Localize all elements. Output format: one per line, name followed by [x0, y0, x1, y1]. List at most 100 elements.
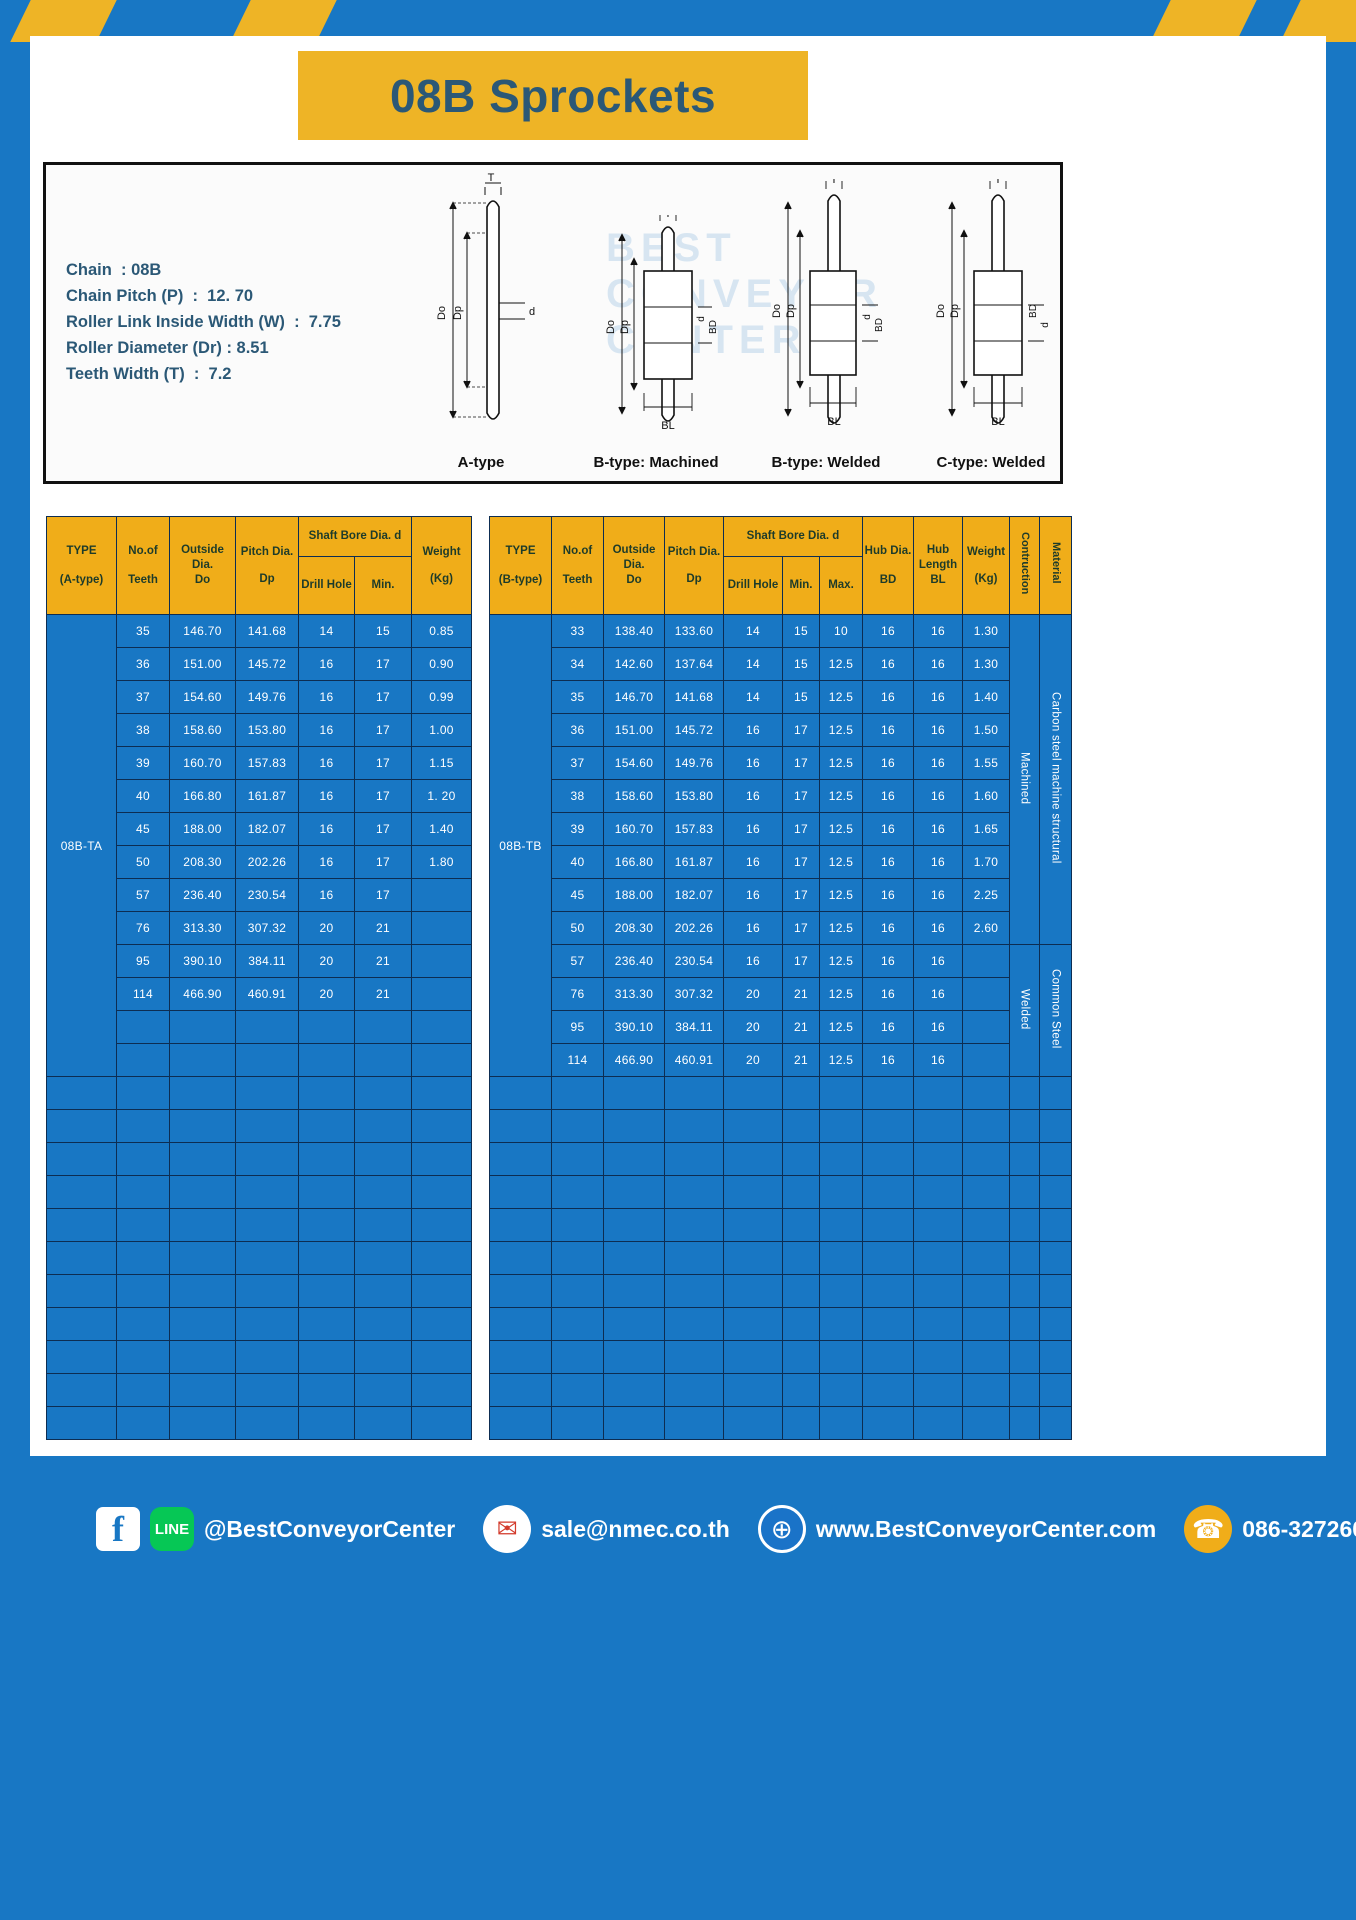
cell-empty: [116, 1406, 170, 1440]
cell-empty: [551, 1274, 604, 1308]
facebook-icon[interactable]: f: [96, 1507, 140, 1551]
cell-drill: 16: [298, 812, 355, 846]
cell-empty: [913, 1142, 963, 1176]
cell-kg: 0.90: [411, 647, 472, 681]
cell-drill: 16: [298, 878, 355, 912]
cell-empty: [1039, 1076, 1072, 1110]
globe-icon[interactable]: ⊕: [757, 1505, 806, 1553]
cell-max: 12.5: [819, 944, 863, 978]
mail-icon[interactable]: ✉: [483, 1505, 532, 1553]
cell-empty: [962, 1373, 1010, 1407]
cell-kg: 1.40: [962, 680, 1010, 714]
cell-empty: [819, 1142, 863, 1176]
cell-do: 313.30: [603, 977, 665, 1011]
cell-empty: [551, 1175, 604, 1209]
cell-empty: [354, 1373, 412, 1407]
table-row-empty: [46, 1175, 472, 1209]
cell-empty: [1039, 1142, 1072, 1176]
th-teeth-b: No.of Teeth: [551, 516, 604, 615]
cell-empty: [862, 1373, 914, 1407]
cell-empty: [782, 1175, 820, 1209]
cell-empty: [411, 1307, 472, 1341]
cell-kg: [411, 1043, 472, 1077]
website-url[interactable]: www.BestConveyorCenter.com: [815, 1515, 1157, 1542]
cell-dp: 307.32: [664, 977, 724, 1011]
cell-dp: 149.76: [664, 746, 724, 780]
page-title: 08B Sprockets: [389, 69, 717, 122]
cell-max: 12.5: [819, 878, 863, 912]
cell-empty: [169, 1175, 236, 1209]
line-icon[interactable]: LINE: [150, 1507, 194, 1551]
top-decorative-band: [0, 0, 1356, 42]
cell-do: 160.70: [603, 812, 665, 846]
cell-max: 12.5: [819, 1010, 863, 1044]
cell-empty: [962, 1208, 1010, 1242]
cell-bl: 16: [913, 911, 963, 945]
cell-dp: 137.64: [664, 647, 724, 681]
cell-empty: [489, 1109, 552, 1143]
table-row: 95 390.10 384.11 20 21 12.5 16 16: [490, 1010, 1072, 1044]
cell-max: 12.5: [819, 911, 863, 945]
cell-do: 154.60: [169, 680, 236, 714]
cell-bl: 16: [913, 614, 963, 648]
cell-drill: [298, 1043, 355, 1077]
cell-drill: 16: [723, 713, 783, 747]
social-handle[interactable]: @BestConveyorCenter: [204, 1515, 456, 1542]
cell-teeth: 38: [551, 779, 604, 813]
cell-drill: 20: [298, 944, 355, 978]
table-row: 38 158.60 153.80 16 17 12.5 16 16 1.60: [490, 779, 1072, 813]
cell-empty: [354, 1076, 412, 1110]
svg-text:T: T: [665, 215, 672, 220]
table-row-empty: [489, 1241, 1072, 1275]
th-weight-b: Weight (Kg): [962, 516, 1010, 615]
contact-email[interactable]: ✉ sale@nmec.co.th: [469, 1505, 744, 1553]
sprocket-drawing-b-machined: Do Dp T d BD BL: [605, 215, 719, 432]
contact-website[interactable]: ⊕ www.BestConveyorCenter.com: [744, 1505, 1170, 1553]
th-pitch-dia-b: Pitch Dia. Dp: [664, 516, 724, 615]
cell-kg: [962, 944, 1010, 978]
cell-dp: 161.87: [235, 779, 299, 813]
cell-empty: [819, 1241, 863, 1275]
cell-do: [169, 1010, 236, 1044]
cell-bl: 16: [913, 845, 963, 879]
cell-bl: 16: [913, 746, 963, 780]
cell-empty: [551, 1109, 604, 1143]
cell-empty: [603, 1373, 665, 1407]
cell-construction-machined: Machined: [1009, 614, 1040, 945]
th-material-label: Material: [1050, 542, 1062, 584]
th-weight-sub-b: (Kg): [974, 572, 998, 585]
footer-bar: f LINE @BestConveyorCenter ✉ sale@nmec.c…: [0, 1456, 1356, 1920]
cell-empty: [782, 1274, 820, 1308]
cell-min: 17: [782, 812, 820, 846]
table-row: 76 313.30 307.32 20 21: [47, 911, 472, 945]
th-construction-b: Contruction: [1009, 516, 1040, 615]
email-address[interactable]: sale@nmec.co.th: [541, 1515, 730, 1542]
cell-min: 17: [354, 845, 412, 879]
cell-empty: [603, 1208, 665, 1242]
cell-empty: [235, 1307, 299, 1341]
phone-icon[interactable]: ☎: [1184, 1505, 1233, 1553]
table-row-empty: [489, 1208, 1072, 1242]
cell-min: 21: [782, 1010, 820, 1044]
cell-empty: [664, 1175, 724, 1209]
cell-teeth: 76: [116, 911, 170, 945]
cell-teeth: 76: [551, 977, 604, 1011]
cell-bd: 16: [862, 713, 914, 747]
svg-text:BL: BL: [661, 420, 674, 432]
contact-social[interactable]: f LINE @BestConveyorCenter: [0, 1507, 469, 1551]
cell-teeth: 36: [116, 647, 170, 681]
cell-min: 17: [354, 812, 412, 846]
cell-min: 21: [354, 977, 412, 1011]
svg-text:T: T: [831, 179, 838, 186]
cell-empty: [913, 1076, 963, 1110]
cell-empty: [354, 1241, 412, 1275]
contact-phone[interactable]: ☎ 086-3272600 , 02-0017766: [1170, 1505, 1356, 1553]
phone-number[interactable]: 086-3272600 , 02-0017766: [1242, 1515, 1356, 1542]
cell-empty: [116, 1175, 170, 1209]
cell-empty: [489, 1307, 552, 1341]
cell-drill: 20: [723, 1043, 783, 1077]
cell-bd: 16: [862, 647, 914, 681]
table-row-empty: [489, 1307, 1072, 1341]
cell-drill: 20: [723, 977, 783, 1011]
cell-teeth: 50: [551, 911, 604, 945]
